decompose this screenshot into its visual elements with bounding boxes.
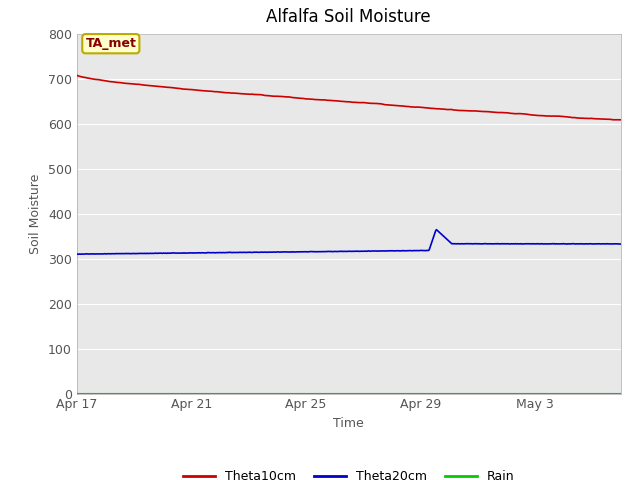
- Text: TA_met: TA_met: [85, 37, 136, 50]
- X-axis label: Time: Time: [333, 417, 364, 430]
- Title: Alfalfa Soil Moisture: Alfalfa Soil Moisture: [266, 9, 431, 26]
- Y-axis label: Soil Moisture: Soil Moisture: [29, 173, 42, 254]
- Legend: Theta10cm, Theta20cm, Rain: Theta10cm, Theta20cm, Rain: [179, 465, 519, 480]
